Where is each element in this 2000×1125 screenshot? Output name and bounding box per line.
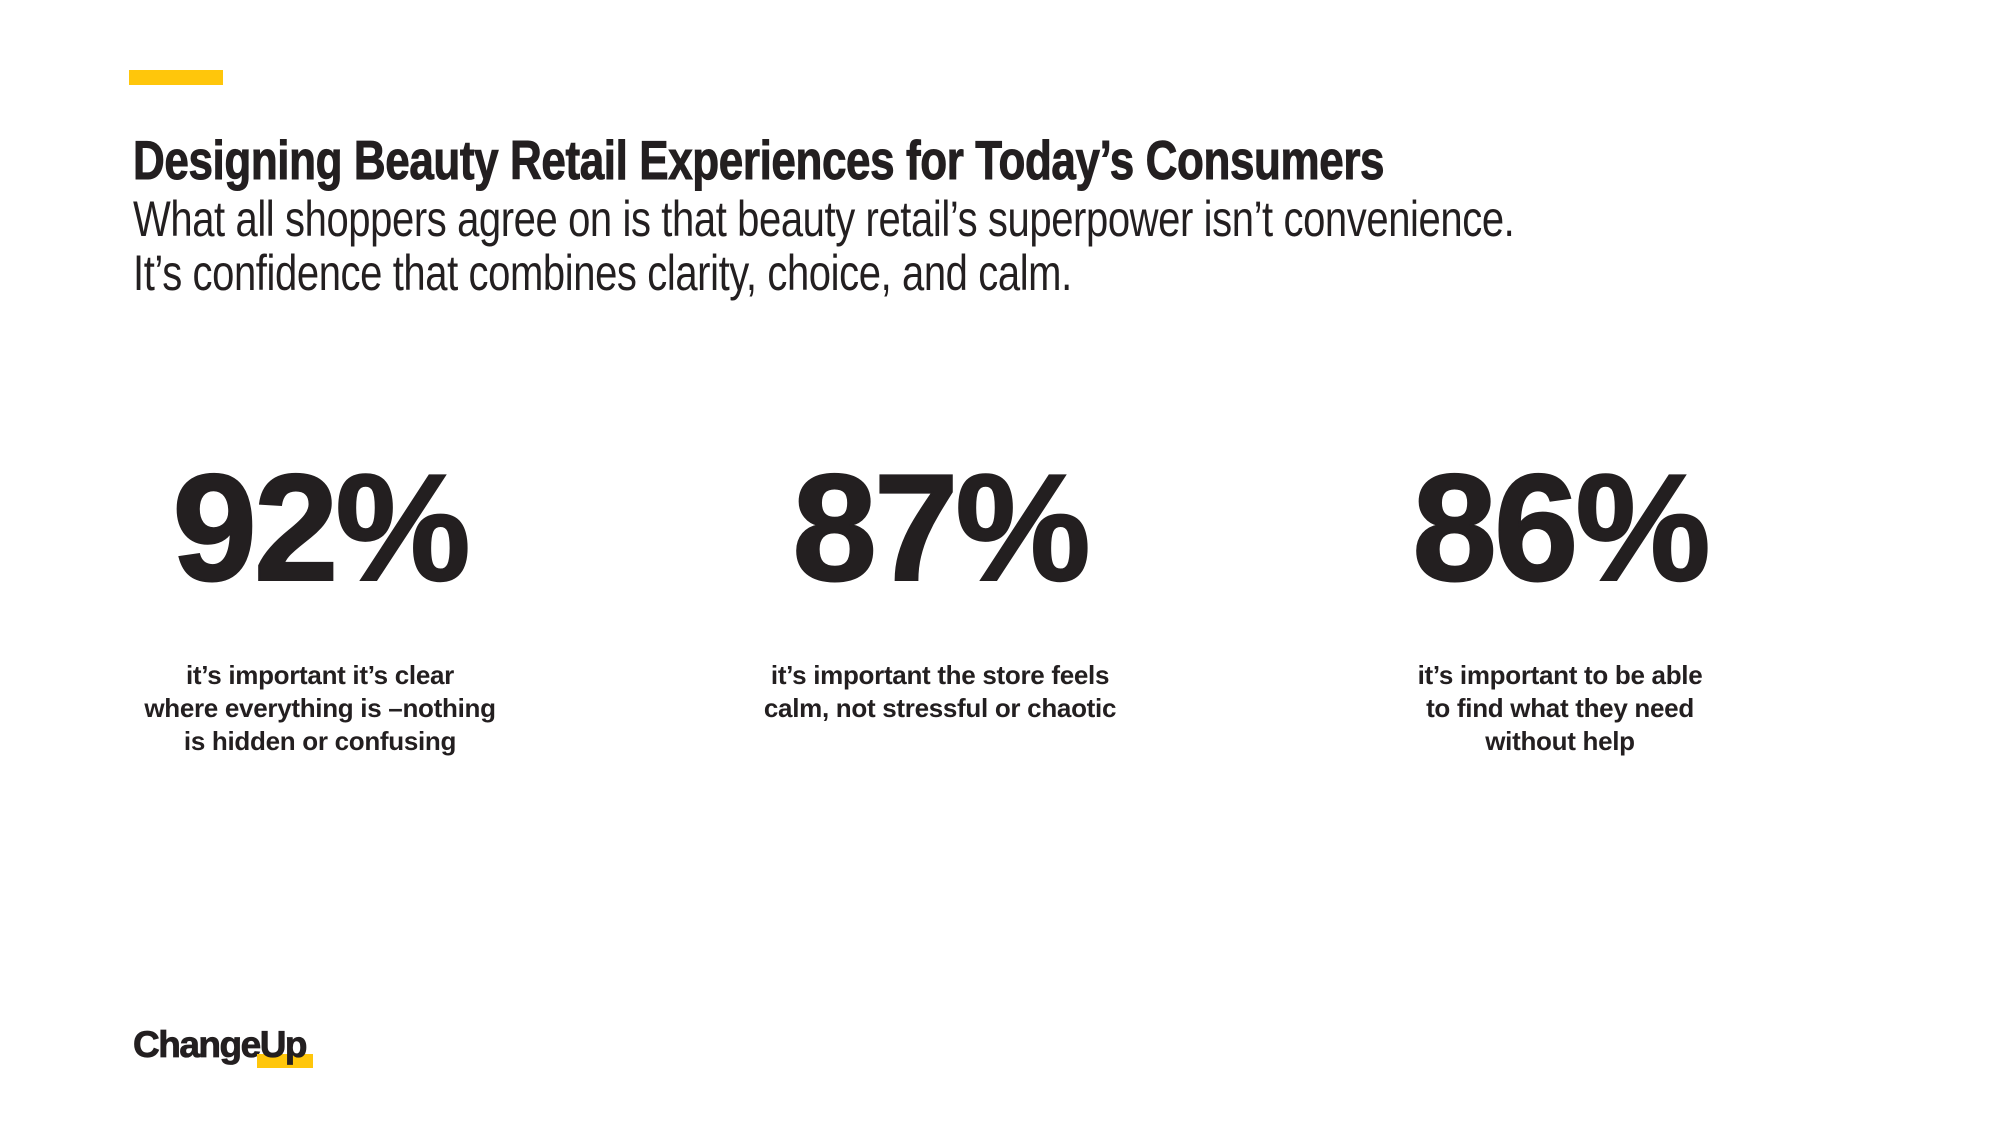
caption-line: where everything is –nothing	[144, 693, 496, 723]
stat-column-calm: 87% it’s important the store feels calm,…	[630, 443, 1250, 758]
header: Designing Beauty Retail Experiences for …	[133, 129, 1515, 301]
subtitle-line-1: What all shoppers agree on is that beaut…	[133, 191, 1515, 247]
logo-text-up-wrap: Up	[256, 1024, 313, 1068]
page-title: Designing Beauty Retail Experiences for …	[133, 129, 1385, 191]
caption-line: to find what they need	[1426, 693, 1694, 723]
logo-text-up: Up	[259, 1024, 308, 1065]
stat-value: 87%	[791, 443, 1091, 613]
caption-line: without help	[1485, 726, 1635, 756]
subtitle: What all shoppers agree on is that beaut…	[133, 191, 1515, 301]
caption-line: is hidden or confusing	[183, 726, 457, 756]
caption-line: calm, not stressful or chaotic	[763, 693, 1117, 723]
stats-row: 92% it’s important it’s clear where ever…	[10, 443, 1870, 758]
stat-column-clear: 92% it’s important it’s clear where ever…	[10, 443, 630, 758]
logo-up-highlight	[256, 1054, 313, 1068]
stat-caption: it’s important it’s clear where everythi…	[10, 659, 630, 758]
caption-line: it’s important the store feels	[770, 660, 1110, 690]
stat-value: 92%	[171, 443, 471, 613]
logo-text-change: Change	[133, 1024, 262, 1065]
subtitle-line-2: It’s confidence that combines clarity, c…	[133, 245, 1072, 301]
caption-line: it’s important it’s clear	[186, 660, 454, 690]
stat-caption: it’s important to be able to find what t…	[1250, 659, 1870, 758]
accent-bar	[129, 70, 223, 85]
stat-caption: it’s important the store feels calm, not…	[630, 659, 1250, 725]
caption-line: it’s important to be able	[1417, 660, 1703, 690]
stat-column-find: 86% it’s important to be able to find wh…	[1250, 443, 1870, 758]
changeup-logo: Change Up	[133, 1024, 313, 1068]
stat-value: 86%	[1411, 443, 1711, 613]
